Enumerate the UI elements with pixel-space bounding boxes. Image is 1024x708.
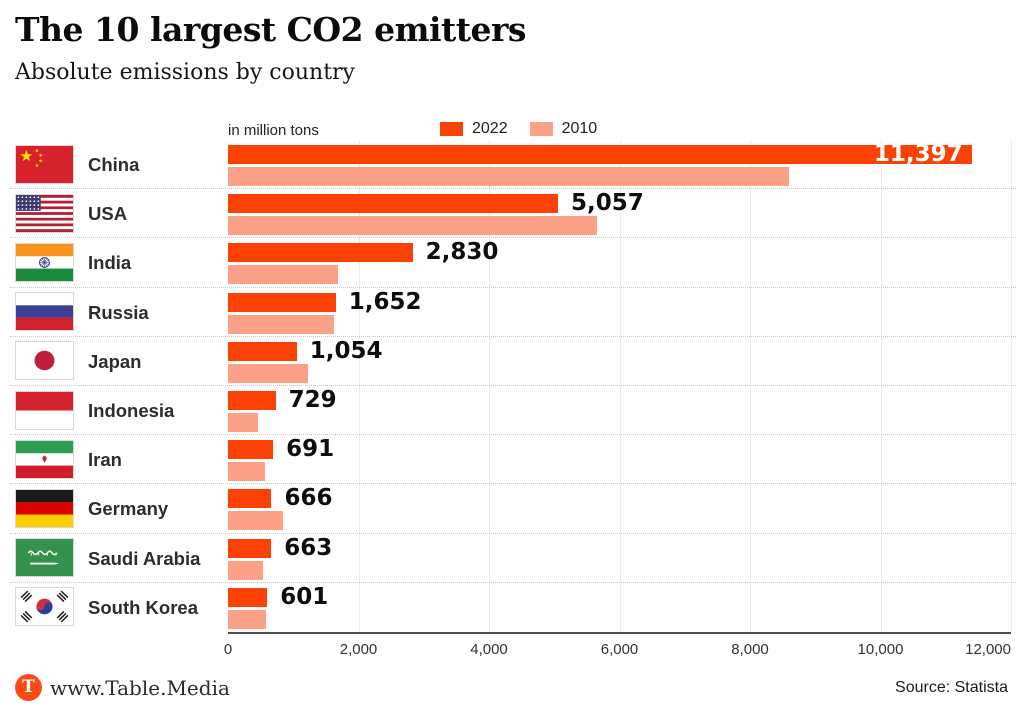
country-label: Germany (88, 498, 169, 520)
country-label: Saudi Arabia (88, 547, 201, 569)
row-germany: Germany 666 (0, 484, 1024, 534)
value-label: 666 (284, 485, 333, 512)
bar-2010 (228, 462, 266, 482)
value-label: 729 (288, 387, 337, 413)
legend-label-2022: 2022 (472, 120, 508, 137)
x-tick-label: 8,000 (731, 641, 769, 658)
bar-2022 (228, 391, 276, 410)
row-separator (10, 384, 1016, 386)
x-tick-label: 12,000 (965, 641, 1011, 658)
bar-2010 (228, 413, 258, 432)
row-separator (10, 286, 1016, 288)
country-label: India (88, 252, 132, 274)
bar-2022 (228, 292, 336, 312)
bar-2010 (228, 609, 267, 629)
row-india: India 2,830 (0, 238, 1024, 288)
row-separator (10, 532, 1016, 534)
bar-2010 (228, 265, 338, 285)
source-label: Source: Statista (895, 679, 1008, 696)
unit-label: in million tons (228, 122, 319, 139)
country-label: Iran (88, 449, 122, 471)
bar-rows: China 11,397 USA 5,057 India 2,830 Russia 1,652… (0, 140, 1024, 632)
row-russia: Russia 1,652 (0, 288, 1024, 337)
x-tick-label: 2,000 (339, 641, 378, 658)
bar-2010 (228, 167, 790, 186)
flag-id-icon (15, 390, 74, 430)
flag-cn-icon (15, 144, 74, 184)
value-label: 2,830 (425, 239, 499, 266)
legend-swatch-2022 (440, 122, 463, 136)
value-label: 11,397 (873, 141, 963, 167)
x-axis-ticks: 0 2,000 4,000 6,000 8,000 10,000 12,000 (0, 641, 1024, 661)
flag-ir-icon (15, 439, 74, 479)
table-media-logo-icon: T (15, 674, 42, 701)
value-label: 663 (284, 534, 333, 561)
legend: 2022 2010 (440, 120, 597, 138)
x-tick-label: 6,000 (600, 641, 639, 658)
legend-item-2022: 2022 (440, 120, 508, 138)
legend-swatch-2010 (529, 122, 553, 136)
x-tick-label: 0 (223, 641, 233, 658)
x-tick-label: 4,000 (470, 641, 508, 658)
country-label: Indonesia (88, 400, 175, 421)
flag-us-icon (15, 193, 74, 233)
country-label: USA (88, 203, 128, 225)
row-separator (10, 188, 1016, 190)
row-separator (10, 335, 1016, 337)
flag-in-icon (15, 242, 74, 282)
bar-2010 (228, 216, 597, 236)
x-tick-label: 10,000 (857, 641, 904, 658)
row-china: China 11,397 (0, 140, 1024, 190)
flag-kr-icon (15, 587, 74, 627)
bar-2022 (228, 538, 272, 558)
row-separator (10, 237, 1016, 239)
value-label: 5,057 (570, 190, 644, 217)
flag-de-icon (15, 488, 74, 528)
bar-2022 (228, 341, 297, 361)
flag-jp-icon (15, 341, 74, 381)
country-label: South Korea (88, 596, 198, 618)
chart-subtitle: Absolute emissions by country (15, 60, 355, 85)
bar-2022 (228, 489, 272, 509)
bar-2010 (228, 314, 334, 334)
row-indonesia: Indonesia 729 (0, 386, 1024, 436)
bar-2022 (228, 440, 274, 460)
row-saudi-arabia: Saudi Arabia 663 (0, 534, 1024, 583)
flag-sa-icon (15, 538, 74, 578)
flag-ru-icon (15, 292, 74, 332)
bar-2022 (228, 194, 558, 214)
country-label: Japan (88, 350, 142, 372)
chart-title: The 10 largest CO2 emitters (15, 10, 527, 49)
row-separator (10, 483, 1016, 485)
row-usa: USA 5,057 (0, 189, 1024, 239)
bar-2022 (228, 243, 413, 263)
legend-item-2010: 2010 (529, 120, 598, 138)
row-iran: Iran 691 (0, 435, 1024, 485)
row-separator (10, 581, 1016, 583)
row-south-korea: South Korea 601 (0, 583, 1024, 632)
country-label: China (88, 154, 140, 175)
bar-2010 (228, 511, 283, 531)
value-label: 691 (286, 436, 335, 463)
legend-label-2010: 2010 (561, 120, 598, 137)
x-axis-line (228, 632, 1011, 634)
bar-2010 (228, 560, 263, 580)
website-label: www.Table.Media (50, 676, 230, 700)
bar-2010 (228, 363, 308, 383)
bar-2022 (228, 587, 268, 607)
value-label: 601 (280, 583, 329, 610)
row-japan: Japan 1,054 (0, 337, 1024, 386)
row-separator (10, 434, 1016, 436)
value-label: 1,652 (348, 288, 422, 315)
country-label: Russia (88, 301, 149, 323)
bar-2022 (228, 145, 972, 164)
value-label: 1,054 (309, 337, 383, 364)
